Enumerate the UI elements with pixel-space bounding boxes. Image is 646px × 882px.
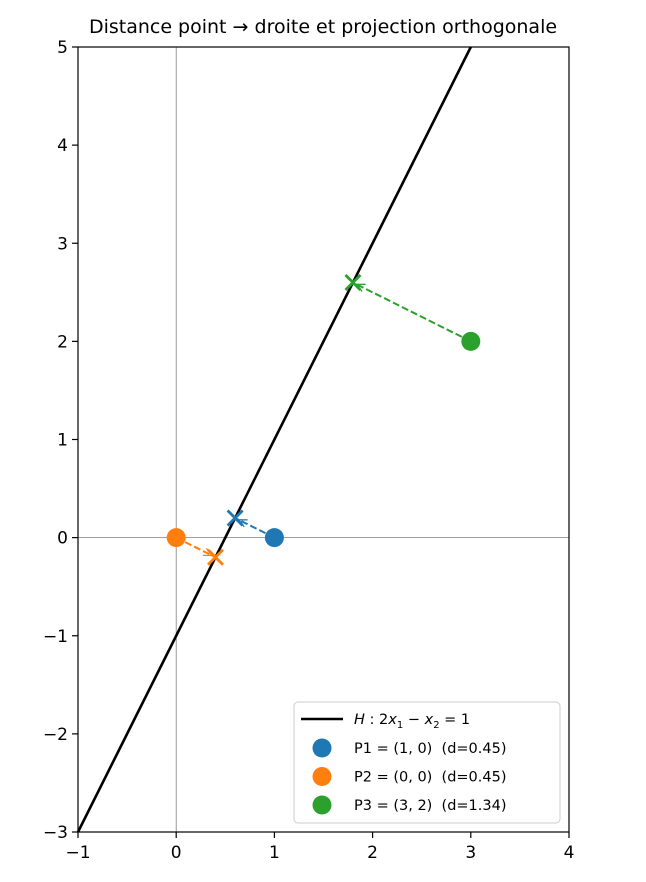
x-tick-label: 2 [367,843,378,863]
x-tick-label: −1 [65,843,90,863]
point-p3 [461,331,481,351]
y-tick-label: −2 [43,725,68,745]
plot-area [76,46,569,833]
hyperplane-line [76,46,472,833]
legend-label-p3: P3 = (3, 2) (d=1.34) [354,798,507,814]
legend-marker-p3 [312,795,332,815]
x-tick-label: 0 [171,843,182,863]
legend-marker-p1 [312,738,332,758]
projection-dashed-line-p1 [234,517,275,539]
point-p2 [166,528,186,548]
projection-dashed-line-p3 [352,281,472,343]
projection-dashed-line-p2 [175,536,216,559]
legend-box [293,701,561,824]
hyperplane-line-path [76,46,472,833]
y-tick-label: 5 [57,38,68,58]
legend-label-p2: P2 = (0, 0) (d=0.45) [354,770,507,786]
y-tick-label: 4 [57,136,68,156]
point-p1 [264,528,284,548]
x-tick-label: 3 [465,843,476,863]
projection-marker-p1 [226,509,244,527]
y-tick-label: −1 [43,627,68,647]
legend-marker-p2 [312,767,332,786]
projection-marker-p3 [344,274,362,291]
y-tick-label: 0 [57,529,68,549]
y-tick-label: 1 [57,431,68,451]
y-axis: −3 −2 −1 0 1 2 3 4 5 [43,38,78,843]
y-tick-label: 3 [57,234,68,254]
x-tick-label: 4 [564,843,575,863]
x-tick-label: 1 [269,843,280,863]
x-axis: −1 0 1 2 3 4 [65,832,574,863]
y-tick-label: 2 [57,332,68,352]
legend: H : 2x1 − x2 = 1 P1 = (1, 0) (d=0.45) P2 … [293,701,561,824]
chart-title: Distance point → droite et projection or… [89,16,557,38]
legend-points: P1 = (1, 0) (d=0.45) P2 = (0, 0) (d=0.45)… [312,738,507,815]
y-tick-label: −3 [43,823,68,843]
projection-marker-p2 [206,548,224,566]
legend-label-hyperplane: H : 2x1 − x2 = 1 [354,712,470,731]
points-layer [166,274,481,566]
reference-lines [78,47,569,832]
legend-label-p1: P1 = (1, 0) (d=0.45) [354,741,507,757]
